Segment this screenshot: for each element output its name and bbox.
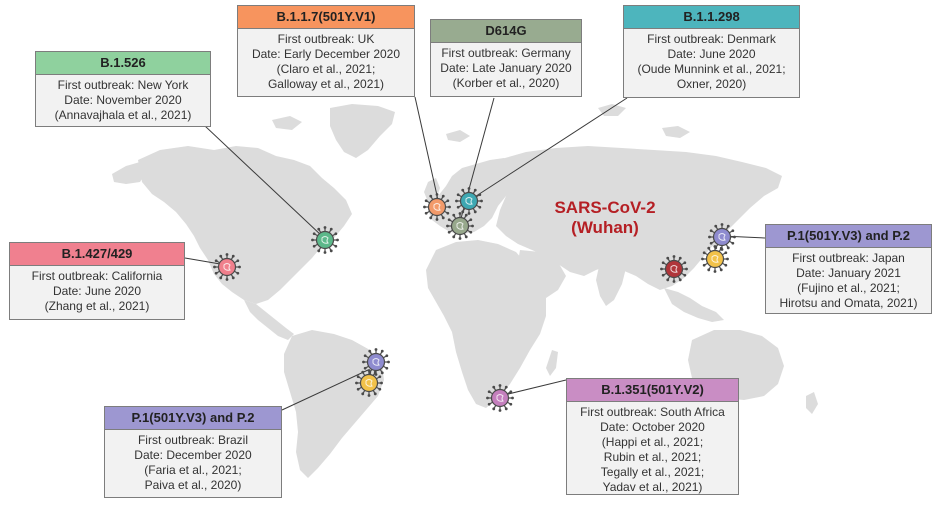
se-asia bbox=[664, 288, 724, 322]
variant-line: Tegally et al., 2021; bbox=[600, 465, 705, 479]
madagascar bbox=[546, 350, 558, 376]
variant-line: Date: November 2020 bbox=[64, 93, 182, 107]
variant-line: First outbreak: UK bbox=[277, 32, 375, 46]
variant-header: B.1.1.7(501Y.V1) bbox=[238, 6, 414, 29]
variant-line: (Zhang et al., 2021) bbox=[44, 299, 150, 313]
variant-box-b1351: B.1.351(501Y.V2) First outbreak: South A… bbox=[566, 378, 739, 495]
variant-box-d614g: D614G First outbreak: Germany Date: Late… bbox=[430, 19, 582, 97]
virus-icon-denmark bbox=[455, 187, 483, 215]
variant-line: (Happi et al., 2021; bbox=[601, 435, 704, 449]
continents bbox=[112, 104, 818, 478]
uk bbox=[424, 178, 440, 202]
variant-line: Oxner, 2020) bbox=[676, 77, 747, 91]
variant-line: Date: June 2020 bbox=[52, 284, 142, 298]
virus-icon-southafrica bbox=[486, 384, 514, 412]
virus-icon-newyork bbox=[311, 226, 339, 254]
virus-icon-germany bbox=[446, 212, 474, 240]
variant-line: Date: December 2020 bbox=[134, 448, 252, 462]
wuhan-line2: (Wuhan) bbox=[571, 218, 639, 237]
variant-line: First outbreak: New York bbox=[57, 78, 189, 92]
variant-box-b117: B.1.1.7(501Y.V1) First outbreak: UK Date… bbox=[237, 5, 415, 97]
variant-line: First outbreak: Japan bbox=[792, 251, 905, 265]
variant-box-b1427: B.1.427/429 First outbreak: California D… bbox=[9, 242, 185, 320]
variant-box-p1-japan: P.1(501Y.V3) and P.2 First outbreak: Jap… bbox=[765, 224, 932, 314]
variant-box-p1-brazil: P.1(501Y.V3) and P.2 First outbreak: Bra… bbox=[104, 406, 282, 498]
variant-line: Rubin et al., 2021; bbox=[603, 450, 702, 464]
variant-line: (Faria et al., 2021; bbox=[144, 463, 242, 477]
virus-icon-japan-p2 bbox=[701, 245, 729, 273]
middle-east bbox=[518, 250, 566, 298]
variant-header: B.1.351(501Y.V2) bbox=[567, 379, 738, 402]
variant-line: First outbreak: Brazil bbox=[137, 433, 249, 447]
connector-southafrica bbox=[499, 379, 567, 397]
variant-header: B.1.427/429 bbox=[10, 243, 184, 266]
variant-line: Date: June 2020 bbox=[667, 47, 756, 61]
wuhan-line1: SARS-CoV-2 bbox=[554, 198, 656, 217]
variant-line: Date: January 2021 bbox=[796, 266, 901, 280]
variant-line: First outbreak: California bbox=[31, 269, 163, 283]
variant-line: First outbreak: South Africa bbox=[580, 405, 725, 419]
variant-line: Date: Late January 2020 bbox=[440, 61, 572, 75]
variant-line: Date: October 2020 bbox=[600, 420, 705, 434]
variant-line: Date: Early December 2020 bbox=[251, 47, 401, 61]
variant-line: (Annavajhala et al., 2021) bbox=[54, 108, 192, 122]
connector-uk bbox=[414, 96, 439, 201]
new-zealand bbox=[806, 392, 818, 414]
variant-box-b1526: B.1.526 First outbreak: New York Date: N… bbox=[35, 51, 211, 127]
variant-box-b11298: B.1.1.298 First outbreak: Denmark Date: … bbox=[623, 5, 800, 98]
variant-header: P.1(501Y.V3) and P.2 bbox=[766, 225, 931, 248]
arctic-islands bbox=[598, 104, 626, 116]
variant-line: Galloway et al., 2021) bbox=[267, 77, 385, 91]
variant-line: Paiva et al., 2020) bbox=[144, 478, 242, 492]
variant-line: (Korber et al., 2020) bbox=[452, 76, 560, 90]
connector-newyork bbox=[204, 125, 323, 237]
asia bbox=[496, 146, 782, 290]
variant-header: B.1.1.298 bbox=[624, 6, 799, 29]
greenland bbox=[330, 104, 395, 158]
connector-brazil bbox=[281, 369, 369, 411]
virus-icon-wuhan bbox=[660, 255, 688, 283]
variant-line: Yadav et al., 2021) bbox=[602, 480, 703, 494]
alaska bbox=[112, 162, 146, 184]
south-america bbox=[284, 330, 384, 478]
variant-header: B.1.526 bbox=[36, 52, 210, 75]
variant-line: First outbreak: Denmark bbox=[647, 32, 776, 46]
variant-line: (Claro et al., 2021; bbox=[276, 62, 376, 76]
variant-line: (Oude Munnink et al., 2021; bbox=[637, 62, 786, 76]
virus-icon-california bbox=[213, 253, 241, 281]
variant-line: Hirotsu and Omata, 2021) bbox=[779, 296, 918, 310]
virus-icon-uk bbox=[423, 193, 451, 221]
wuhan-origin-label: SARS-CoV-2 (Wuhan) bbox=[545, 198, 665, 238]
central-america bbox=[244, 300, 294, 340]
virus-icon-brazil-p2 bbox=[355, 369, 383, 397]
variant-line: First outbreak: Germany bbox=[441, 46, 571, 60]
variant-header: D614G bbox=[431, 20, 581, 43]
north-america bbox=[138, 146, 352, 304]
india bbox=[596, 262, 626, 306]
virus-markers bbox=[213, 187, 736, 412]
africa bbox=[426, 240, 546, 408]
arctic-islands-2 bbox=[662, 126, 690, 138]
connector-denmark bbox=[469, 97, 628, 201]
variant-header: P.1(501Y.V3) and P.2 bbox=[105, 407, 281, 430]
arctic-islands-4 bbox=[272, 116, 302, 130]
arctic-islands-3 bbox=[446, 130, 470, 142]
variant-line: (Fujino et al., 2021; bbox=[797, 281, 900, 295]
